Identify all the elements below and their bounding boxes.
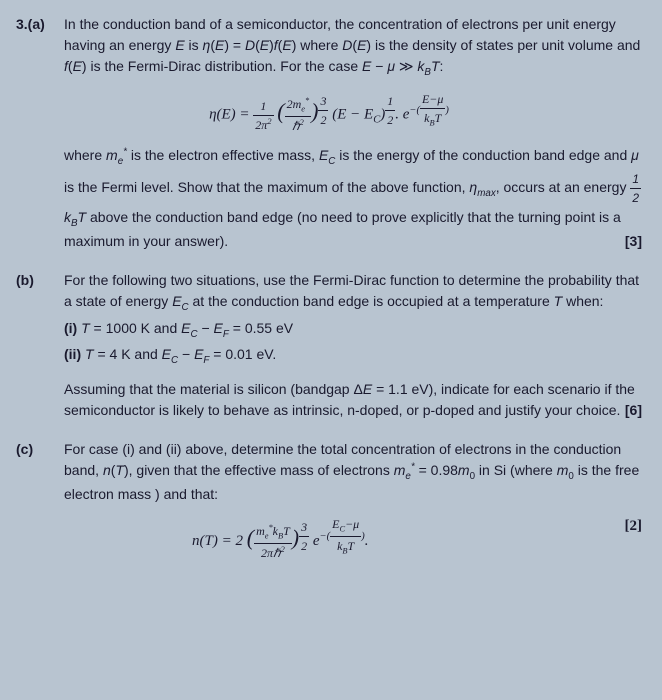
q3c-para1: For case (i) and (ii) above, determine t…: [64, 439, 642, 505]
q3a-marks: [3]: [625, 231, 642, 252]
q3b-marks: [6]: [625, 400, 642, 421]
q3b-para1: For the following two situations, use th…: [64, 270, 642, 315]
q3b-row: (b) For the following two situations, us…: [16, 270, 642, 315]
q3c-label: (c): [16, 439, 64, 460]
q3b-label: (b): [16, 270, 64, 291]
q3b-item1: (i) T = 1000 K and EC − EF = 0.55 eV: [64, 318, 642, 342]
question-3a: 3.(a) In the conduction band of a semico…: [16, 14, 642, 252]
q3a-row: 3.(a) In the conduction band of a semico…: [16, 14, 642, 80]
q3a-label: 3.(a): [16, 14, 64, 35]
question-3b: (b) For the following two situations, us…: [16, 270, 642, 420]
q3c-marks: [2]: [625, 515, 643, 538]
q3a-para2: where me* is the electron effective mass…: [64, 145, 642, 252]
question-3c: (c) For case (i) and (ii) above, determi…: [16, 439, 642, 562]
q3c-equation: n(T) = 2 (me*kBT2πℏ2)32 e−(EC−μkBT). [2]: [16, 515, 642, 561]
q3c-row: (c) For case (i) and (ii) above, determi…: [16, 439, 642, 505]
q3b-para2: Assuming that the material is silicon (b…: [64, 379, 642, 421]
q3b-item2: (ii) T = 4 K and EC − EF = 0.01 eV.: [64, 344, 642, 368]
q3a-para1: In the conduction band of a semiconducto…: [64, 14, 642, 80]
q3a-equation: η(E) = 12π2 (2me*ℏ2)32 (E − EC)12. e−(E−…: [16, 90, 642, 135]
